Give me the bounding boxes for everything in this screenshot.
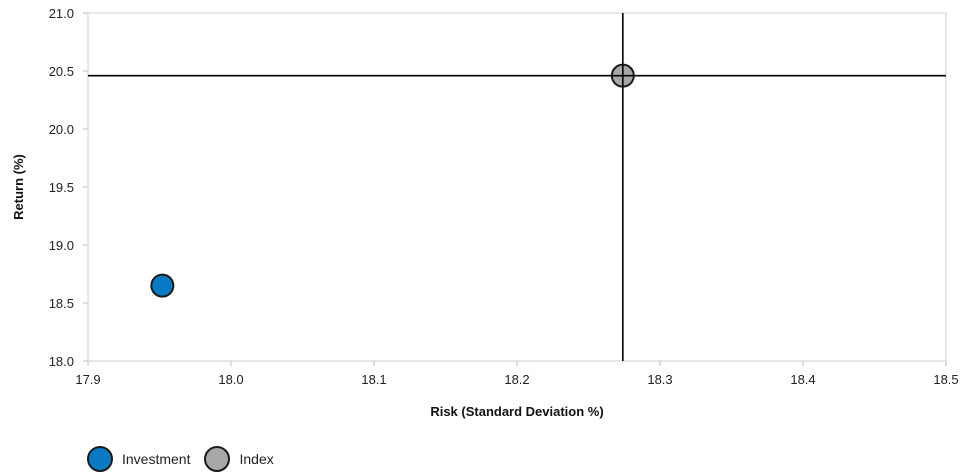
y-tick-label: 20.5: [49, 64, 74, 79]
y-tick-label: 21.0: [49, 6, 74, 21]
x-tick-label: 18.0: [218, 372, 243, 387]
y-tick-label: 19.0: [49, 238, 74, 253]
x-tick-label: 18.1: [361, 372, 386, 387]
x-tick-label: 18.4: [790, 372, 815, 387]
x-tick-label: 18.5: [933, 372, 958, 387]
x-tick-label: 18.2: [504, 372, 529, 387]
legend-marker-investment: [87, 446, 113, 472]
plot-area: [87, 12, 947, 362]
y-tick-label: 18.0: [49, 354, 74, 369]
x-tick-label: 18.3: [647, 372, 672, 387]
x-axis-ticks: 17.9 18.0 18.1 18.2 18.3 18.4 18.5: [75, 361, 959, 387]
y-tick-label: 19.5: [49, 180, 74, 195]
legend-item-index[interactable]: Index: [204, 446, 274, 472]
legend-label-investment: Investment: [122, 451, 191, 467]
x-tick-label: 17.9: [75, 372, 100, 387]
y-axis-title: Return (%): [11, 154, 26, 220]
data-points: [150, 63, 635, 298]
legend-marker-index: [204, 446, 231, 472]
legend-item-investment[interactable]: Investment: [87, 446, 190, 472]
data-point-investment[interactable]: [150, 273, 175, 298]
x-axis-title: Risk (Standard Deviation %): [430, 404, 603, 419]
y-axis-ticks: 18.0 18.5 19.0 19.5 20.0 20.5 21.0: [49, 6, 88, 369]
y-tick-label: 18.5: [49, 296, 74, 311]
legend-label-index: Index: [239, 451, 274, 467]
chart-legend: Investment Index: [87, 446, 288, 472]
y-tick-label: 20.0: [49, 122, 74, 137]
